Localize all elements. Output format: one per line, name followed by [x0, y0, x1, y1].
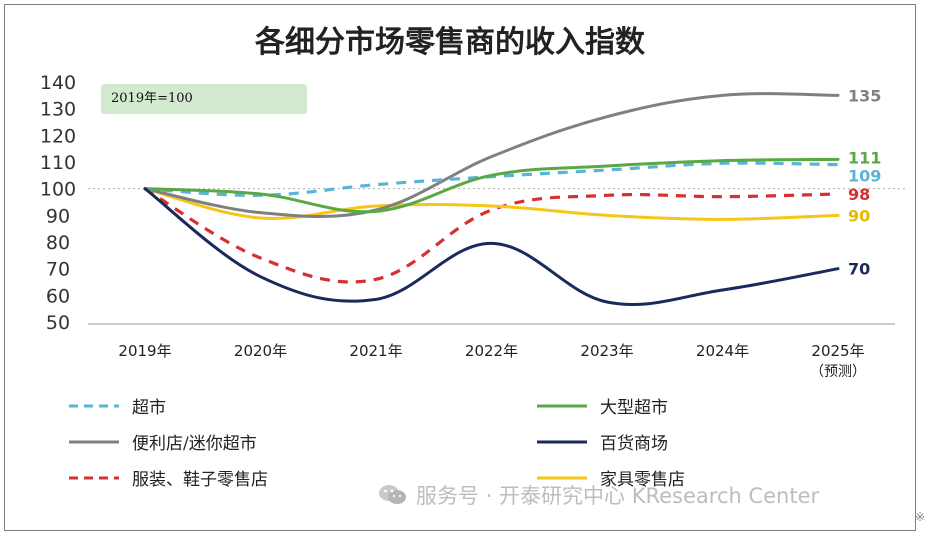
wechat-icon [379, 485, 406, 504]
x-axis: 2019年 2020年 2021年 2022年 2023年 2024年 2025年 （预测） [88, 323, 895, 380]
legend-item: 服装、鞋子零售店 [68, 465, 268, 490]
legend-item: 大型超市 [536, 393, 668, 418]
y-tick-label: 80 [46, 232, 70, 254]
legend-item: 百货商场 [536, 429, 668, 454]
y-tick-label: 90 [46, 205, 70, 227]
x-tick-sublabel: （预测） [810, 364, 866, 380]
y-tick-label: 50 [46, 312, 70, 334]
legend-swatch [537, 476, 587, 479]
series-end-label: 70 [848, 260, 870, 279]
legend-label: 服装、鞋子零售店 [132, 470, 268, 490]
x-tick-label: 2025年 [811, 342, 864, 360]
legend-item: 便利店/迷你超市 [68, 429, 257, 454]
y-tick-label: 120 [40, 125, 76, 147]
legend-label: 大型超市 [600, 398, 668, 418]
series-end-label: 109 [848, 167, 881, 186]
corner-glyph: ※ [914, 510, 925, 524]
legend-item: 家具零售店 [536, 465, 685, 490]
y-tick-label: 140 [40, 72, 76, 94]
legend-swatch [69, 440, 119, 443]
legend-swatch [69, 404, 119, 407]
y-tick-label: 130 [40, 99, 76, 121]
legend-label: 超市 [132, 398, 166, 418]
x-tick-label: 2022年 [465, 342, 518, 360]
series-line [144, 161, 839, 197]
series-lines [143, 92, 840, 307]
series-line [143, 187, 840, 307]
y-axis: 50 60 70 80 90 100 110 120 130 140 [40, 72, 76, 334]
series-end-label: 98 [848, 185, 870, 204]
y-tick-label: 60 [46, 285, 70, 307]
x-tick-label: 2020年 [234, 342, 287, 360]
legend-swatch [69, 476, 119, 479]
legend-item: 超市 [68, 393, 166, 418]
legend-label: 家具零售店 [600, 470, 685, 490]
y-tick-label: 70 [46, 259, 70, 281]
legend-swatch [537, 440, 587, 443]
y-tick-label: 100 [40, 179, 76, 201]
legend-swatch [537, 404, 587, 407]
x-tick-label: 2023年 [580, 342, 633, 360]
watermark: 服务号 · 开泰研究中心 KResearch Center [378, 480, 819, 510]
x-tick-label: 2019年 [118, 342, 171, 360]
legend-label: 百货商场 [600, 434, 668, 454]
y-tick-label: 110 [40, 152, 76, 174]
series-line [144, 187, 839, 284]
baseline-annotation: 2019年=100 [101, 84, 307, 114]
series-end-label: 90 [848, 206, 870, 225]
chart-title: 各细分市场零售商的收入指数 [254, 25, 646, 60]
watermark-text: 服务号 · 开泰研究中心 KResearch Center [416, 484, 820, 508]
x-tick-label: 2024年 [696, 342, 749, 360]
legend-label: 便利店/迷你超市 [132, 434, 257, 454]
x-tick-label: 2021年 [349, 342, 402, 360]
series-end-label: 111 [848, 148, 881, 167]
series-line [143, 157, 840, 214]
series-end-label: 135 [848, 86, 881, 105]
